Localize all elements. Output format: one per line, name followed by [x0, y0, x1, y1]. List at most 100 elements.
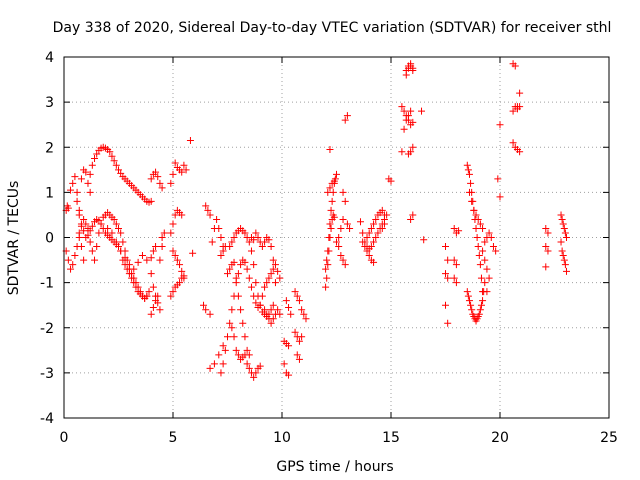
data-point	[476, 261, 484, 269]
data-point	[123, 265, 131, 273]
data-point	[400, 107, 408, 115]
data-point	[254, 292, 262, 300]
data-point	[560, 224, 568, 232]
data-point	[367, 224, 375, 232]
data-point	[322, 283, 330, 291]
data-point	[455, 227, 463, 235]
data-point	[84, 179, 92, 187]
data-point	[112, 238, 120, 246]
data-point	[64, 256, 72, 264]
data-point	[276, 274, 284, 282]
data-point	[252, 369, 260, 377]
x-tick-label: 20	[491, 430, 509, 446]
data-point	[511, 62, 519, 70]
data-point	[561, 261, 569, 269]
data-point	[326, 146, 334, 154]
data-point	[217, 369, 225, 377]
data-point	[559, 252, 567, 260]
data-point	[335, 243, 343, 251]
data-point	[132, 283, 140, 291]
y-tick-label: 0	[45, 231, 54, 247]
data-point	[169, 247, 177, 255]
data-point	[339, 215, 347, 223]
data-point	[224, 333, 231, 341]
data-point	[169, 288, 177, 296]
data-point	[295, 355, 303, 363]
data-point	[557, 238, 565, 246]
data-point	[542, 243, 550, 251]
data-point	[407, 107, 415, 115]
data-point	[479, 297, 487, 305]
data-point	[333, 170, 340, 178]
data-point	[149, 247, 157, 255]
data-point	[356, 218, 364, 226]
data-point	[93, 150, 101, 158]
data-point	[472, 211, 480, 219]
data-point	[169, 220, 177, 228]
data-point	[91, 155, 99, 163]
data-point	[298, 306, 306, 314]
data-point	[330, 213, 338, 221]
data-point	[252, 299, 260, 307]
data-point	[341, 116, 349, 124]
data-point	[487, 234, 495, 241]
data-point	[293, 292, 301, 300]
data-point	[263, 310, 271, 318]
data-point	[73, 197, 81, 205]
data-point	[365, 229, 373, 237]
data-point	[173, 256, 181, 264]
data-point	[300, 310, 308, 318]
data-point	[245, 238, 253, 246]
data-point	[213, 215, 221, 223]
data-point	[464, 166, 472, 174]
data-point	[208, 238, 216, 246]
data-point	[387, 177, 395, 185]
data-point	[200, 301, 208, 309]
data-point	[467, 301, 475, 309]
data-point	[327, 206, 335, 214]
data-point	[378, 206, 386, 214]
data-point	[256, 362, 264, 370]
data-point	[323, 274, 331, 282]
data-point	[269, 256, 277, 264]
data-point	[67, 186, 75, 194]
data-point	[149, 283, 157, 291]
data-point	[407, 62, 415, 70]
data-point	[450, 256, 458, 264]
data-point	[77, 222, 85, 230]
data-point	[400, 125, 408, 133]
data-point	[472, 224, 480, 232]
data-point	[333, 238, 340, 246]
data-point	[261, 283, 269, 291]
data-point	[217, 252, 225, 260]
data-point	[481, 238, 489, 246]
x-tick-label: 10	[273, 430, 291, 446]
data-point	[559, 220, 567, 228]
data-point	[271, 261, 279, 269]
data-point	[509, 139, 517, 147]
data-point	[226, 319, 234, 327]
data-point	[169, 170, 177, 178]
data-point	[409, 211, 417, 219]
data-point	[267, 243, 275, 251]
data-point	[269, 265, 277, 273]
data-point	[291, 328, 299, 336]
data-point	[265, 236, 273, 244]
data-point	[178, 267, 186, 275]
data-point	[363, 247, 371, 255]
data-point	[160, 229, 168, 237]
data-point	[341, 197, 349, 205]
data-point	[483, 288, 491, 296]
data-point	[476, 220, 484, 228]
data-point	[234, 270, 242, 278]
data-point	[158, 234, 166, 241]
data-point	[274, 267, 282, 275]
y-tick-label: 4	[45, 50, 54, 66]
data-point	[346, 224, 354, 232]
data-point	[261, 238, 269, 246]
data-point	[450, 224, 458, 232]
data-point	[82, 220, 90, 228]
x-tick-label: 0	[60, 430, 69, 446]
data-point	[269, 301, 277, 309]
data-point	[339, 188, 347, 196]
